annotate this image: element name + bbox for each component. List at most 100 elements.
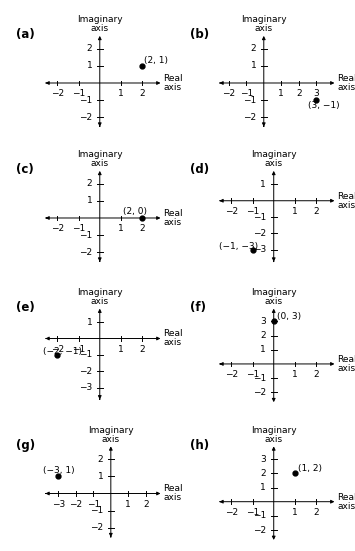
Text: (2, 0): (2, 0) (123, 207, 147, 216)
Text: −2: −2 (79, 248, 92, 257)
Text: 1: 1 (261, 345, 266, 354)
Text: −2: −2 (51, 224, 64, 233)
Text: −2: −2 (253, 388, 266, 397)
Text: 2: 2 (143, 500, 149, 509)
Text: −1: −1 (72, 89, 85, 98)
Text: −1: −1 (246, 370, 259, 379)
Text: (3, −1): (3, −1) (308, 101, 340, 110)
Text: (d): (d) (190, 163, 209, 176)
Text: −3: −3 (52, 500, 65, 509)
Text: −2: −2 (51, 89, 64, 98)
Text: Imaginary
axis: Imaginary axis (251, 288, 296, 306)
Text: 1: 1 (292, 507, 298, 517)
Text: Imaginary
axis: Imaginary axis (251, 425, 296, 444)
Text: 1: 1 (261, 483, 266, 492)
Text: 2: 2 (296, 89, 302, 98)
Text: −1: −1 (79, 231, 92, 240)
Text: −2: −2 (69, 500, 82, 509)
Text: 1: 1 (261, 180, 266, 189)
Text: −2: −2 (253, 526, 266, 534)
Text: Imaginary
axis: Imaginary axis (77, 150, 122, 168)
Text: Real
axis: Real axis (163, 329, 183, 348)
Text: −2: −2 (225, 207, 238, 216)
Text: 3: 3 (313, 89, 319, 98)
Text: 2: 2 (261, 469, 266, 478)
Text: (−3, 1): (−3, 1) (43, 466, 74, 476)
Text: −1: −1 (79, 96, 92, 105)
Text: 2: 2 (313, 207, 319, 216)
Text: −2: −2 (222, 89, 235, 98)
Text: −1: −1 (72, 344, 85, 354)
Text: Imaginary
axis: Imaginary axis (77, 15, 122, 33)
Text: −2: −2 (79, 366, 92, 376)
Text: 2: 2 (87, 44, 92, 53)
Text: (2, 1): (2, 1) (144, 56, 168, 65)
Text: −2: −2 (225, 507, 238, 517)
Text: Imaginary
axis: Imaginary axis (88, 425, 133, 444)
Text: Real
axis: Real axis (337, 74, 355, 92)
Text: Real
axis: Real axis (163, 74, 183, 92)
Text: 1: 1 (87, 61, 92, 71)
Text: 1: 1 (292, 370, 298, 379)
Text: 1: 1 (251, 61, 256, 71)
Text: Imaginary
axis: Imaginary axis (77, 288, 122, 306)
Text: −1: −1 (90, 506, 103, 515)
Text: 2: 2 (87, 179, 92, 188)
Text: 2: 2 (139, 89, 145, 98)
Text: −2: −2 (253, 229, 266, 238)
Text: 3: 3 (261, 317, 266, 326)
Text: −3: −3 (79, 383, 92, 392)
Text: 1: 1 (125, 500, 131, 509)
Text: Real
axis: Real axis (163, 209, 183, 227)
Text: 2: 2 (139, 224, 145, 233)
Text: 1: 1 (87, 196, 92, 206)
Text: 1: 1 (118, 224, 124, 233)
Text: (b): (b) (190, 28, 209, 41)
Text: 1: 1 (292, 207, 298, 216)
Text: 1: 1 (118, 344, 124, 354)
Text: 2: 2 (313, 370, 319, 379)
Text: −2: −2 (243, 113, 256, 122)
Text: −2: −2 (90, 523, 103, 532)
Text: Real
axis: Real axis (163, 484, 183, 503)
Text: −2: −2 (225, 370, 238, 379)
Text: 3: 3 (261, 455, 266, 463)
Text: 1: 1 (98, 472, 103, 481)
Text: 1: 1 (87, 317, 92, 327)
Text: 1: 1 (278, 89, 284, 98)
Text: Real
axis: Real axis (337, 192, 355, 210)
Text: (−1, −3): (−1, −3) (219, 241, 258, 251)
Text: −1: −1 (246, 207, 259, 216)
Text: 2: 2 (98, 455, 103, 463)
Text: −1: −1 (246, 507, 259, 517)
Text: (h): (h) (190, 439, 209, 452)
Text: (−2, −1): (−2, −1) (43, 347, 82, 355)
Text: −1: −1 (87, 500, 100, 509)
Text: (e): (e) (16, 301, 35, 314)
Text: (f): (f) (190, 301, 206, 314)
Text: 2: 2 (261, 331, 266, 340)
Text: −1: −1 (253, 213, 266, 222)
Text: −1: −1 (253, 374, 266, 382)
Text: −1: −1 (79, 350, 92, 359)
Text: Real
axis: Real axis (337, 493, 355, 511)
Text: Imaginary
axis: Imaginary axis (251, 150, 296, 168)
Text: Imaginary
axis: Imaginary axis (241, 15, 286, 33)
Text: (1, 2): (1, 2) (298, 463, 322, 473)
Text: Real
axis: Real axis (337, 355, 355, 373)
Text: 1: 1 (118, 89, 124, 98)
Text: −3: −3 (253, 245, 266, 254)
Text: (g): (g) (16, 439, 35, 452)
Text: (c): (c) (16, 163, 34, 176)
Text: −1: −1 (72, 224, 85, 233)
Text: −2: −2 (79, 113, 92, 122)
Text: 2: 2 (313, 507, 319, 517)
Text: −1: −1 (240, 89, 253, 98)
Text: −1: −1 (253, 511, 266, 520)
Text: −2: −2 (51, 344, 64, 354)
Text: 2: 2 (251, 44, 256, 53)
Text: (a): (a) (16, 28, 35, 41)
Text: 2: 2 (139, 344, 145, 354)
Text: (0, 3): (0, 3) (277, 312, 301, 321)
Text: −1: −1 (243, 96, 256, 105)
